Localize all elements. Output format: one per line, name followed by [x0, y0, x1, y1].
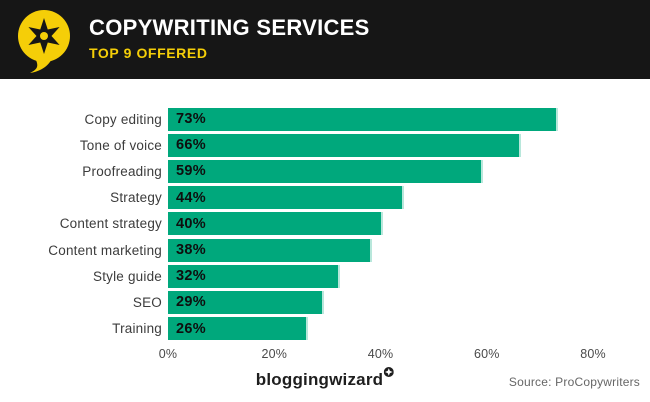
bar: 66% — [168, 133, 519, 157]
category-label: Strategy — [110, 190, 162, 206]
page-title: COPYWRITING SERVICES — [89, 15, 370, 40]
bar-value-label: 32% — [176, 268, 206, 285]
speech-bubble-star-logo — [16, 9, 76, 75]
bar-row: Strategy 44% — [0, 185, 650, 211]
bar: 29% — [168, 290, 323, 314]
bar-row: Training 26% — [0, 316, 650, 342]
brand-name: bloggingwizard — [255, 369, 384, 389]
category-label: Content marketing — [48, 242, 162, 258]
x-tick-label: 60% — [473, 346, 500, 361]
category-label: Content strategy — [59, 216, 162, 232]
bar-row: Tone of voice 66% — [0, 132, 650, 158]
speech-bubble-star-icon — [18, 10, 70, 73]
source-attribution: Source: ProCopywriters — [508, 374, 640, 389]
bar: 40% — [168, 212, 381, 236]
sparkle-badge-icon — [384, 366, 395, 377]
x-axis: 0% 20% 40% 60% 80% — [0, 345, 650, 362]
x-axis-ticks: 0% 20% 40% 60% 80% — [159, 345, 606, 362]
category-label: Training — [112, 321, 162, 337]
bar-row: Content marketing 38% — [0, 237, 650, 263]
category-label: SEO — [132, 294, 162, 310]
header-text-block: COPYWRITING SERVICES TOP 9 OFFERED — [89, 15, 370, 62]
bar-row: Style guide 32% — [0, 263, 650, 289]
x-tick-label: 40% — [367, 346, 394, 361]
bar: 59% — [168, 159, 482, 183]
bar-value-label: 66% — [176, 137, 206, 154]
footer: bloggingwizard Source: ProCopywriters — [0, 362, 650, 402]
bar-value-label: 44% — [176, 189, 206, 206]
category-label: Copy editing — [84, 111, 162, 127]
header-banner: COPYWRITING SERVICES TOP 9 OFFERED — [0, 0, 650, 79]
bar: 32% — [168, 264, 338, 288]
category-label: Tone of voice — [79, 137, 162, 153]
bar: 38% — [168, 238, 370, 262]
x-tick-label: 80% — [580, 346, 606, 361]
bar-row: Content strategy 40% — [0, 211, 650, 237]
chart-rows: Copy editing 73% Tone of voice 66% Proof… — [0, 106, 650, 342]
category-label: Proofreading — [82, 163, 162, 179]
bar-row: Proofreading 59% — [0, 158, 650, 184]
x-tick-label: 20% — [261, 346, 288, 361]
bar-value-label: 29% — [176, 294, 206, 311]
bar-value-label: 59% — [176, 163, 206, 180]
page-subtitle: TOP 9 OFFERED — [89, 45, 208, 61]
bar-value-label: 73% — [176, 111, 206, 128]
bar-value-label: 38% — [176, 242, 206, 259]
category-label: Style guide — [93, 268, 162, 284]
bar: 26% — [168, 317, 307, 341]
bar: 73% — [168, 107, 556, 131]
bar: 44% — [168, 186, 402, 210]
bar-row: SEO 29% — [0, 289, 650, 315]
bar-value-label: 26% — [176, 320, 206, 337]
bar-row: Copy editing 73% — [0, 106, 650, 132]
bar-value-label: 40% — [176, 215, 206, 232]
brand-logo: bloggingwizard — [255, 366, 395, 390]
x-tick-label: 0% — [158, 346, 178, 361]
bar-chart: Copy editing 73% Tone of voice 66% Proof… — [0, 79, 650, 362]
